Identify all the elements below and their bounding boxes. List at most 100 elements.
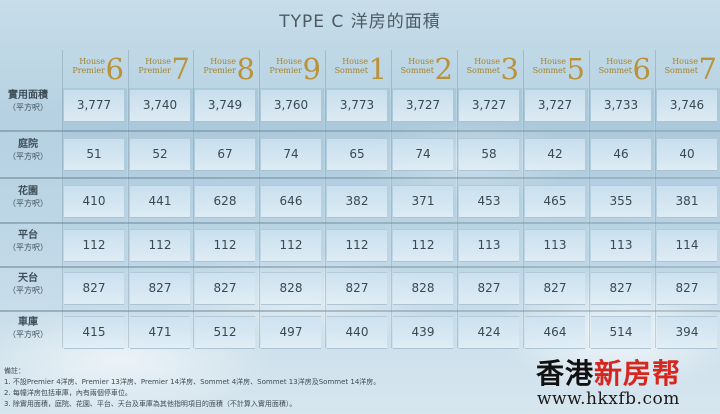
area-cell: 382 <box>327 185 387 218</box>
row-label-name: 花園 <box>18 186 38 197</box>
area-cell: 46 <box>591 138 651 171</box>
area-cell: 112 <box>195 229 255 262</box>
area-cell: 42 <box>525 138 585 171</box>
row-separator <box>0 222 720 224</box>
area-cell: 112 <box>261 229 321 262</box>
area-cell: 827 <box>459 272 519 305</box>
house-header-3: House Premier 8 <box>193 50 258 88</box>
column-background <box>325 88 390 348</box>
notes: 備註： 1. 不設Premier 4洋房、Premier 13洋房、Premie… <box>4 366 380 410</box>
area-cell: 827 <box>195 272 255 305</box>
area-cell: 113 <box>459 229 519 262</box>
house-name-line1: House <box>342 57 368 66</box>
house-number: 6 <box>105 52 124 86</box>
area-cell: 3,727 <box>525 89 585 122</box>
area-cell: 3,727 <box>459 89 519 122</box>
house-name-line2: Sommet <box>466 66 500 75</box>
column-background <box>259 88 324 348</box>
house-name-line2: Premier <box>138 66 171 75</box>
row-label: 花園 （平方呎） <box>5 186 51 209</box>
house-name-line1: House <box>408 57 434 66</box>
area-cell: 646 <box>261 185 321 218</box>
area-cell: 3,760 <box>261 89 321 122</box>
area-cell: 74 <box>261 138 321 171</box>
notes-heading: 備註： <box>4 367 25 375</box>
area-cell: 441 <box>130 185 190 218</box>
row-separator <box>0 177 720 179</box>
house-name-line2: Premier <box>203 66 236 75</box>
house-name: House Sommet <box>335 57 368 75</box>
page-title: TYPE C 洋房的面積 <box>279 12 441 32</box>
watermark-brand-part2: 新房帮 <box>594 357 682 390</box>
house-name: House Premier <box>138 57 171 75</box>
area-cell: 514 <box>591 316 651 349</box>
row-label-unit: （平方呎） <box>8 199 48 208</box>
row-label-unit: （平方呎） <box>8 243 48 252</box>
area-cell: 67 <box>195 138 255 171</box>
column-background <box>193 88 258 348</box>
house-name-line1: House <box>210 57 236 66</box>
area-cell: 453 <box>459 185 519 218</box>
house-header-9: House Sommet 6 <box>589 50 654 88</box>
note-line-1: 1. 不設Premier 4洋房、Premier 13洋房、Premier 14… <box>4 378 381 386</box>
house-number: 5 <box>566 52 585 86</box>
area-cell: 65 <box>327 138 387 171</box>
row-separator <box>0 310 720 312</box>
area-cell: 113 <box>591 229 651 262</box>
house-name-line1: House <box>672 57 698 66</box>
area-cell: 3,740 <box>130 89 190 122</box>
area-cell: 58 <box>459 138 519 171</box>
house-name: House Premier <box>269 57 302 75</box>
note-line-2: 2. 每幢洋房包括車庫，內有兩個停車位。 <box>4 389 132 397</box>
house-name: House Sommet <box>467 57 500 75</box>
row-label-unit: （平方呎） <box>8 330 48 339</box>
area-cell: 827 <box>525 272 585 305</box>
row-label-name: 實用面積 <box>8 90 48 101</box>
house-name-line2: Sommet <box>400 66 434 75</box>
area-cell: 3,727 <box>393 89 453 122</box>
column-background <box>589 88 654 348</box>
house-header-7: House Sommet 3 <box>457 50 522 88</box>
area-cell: 828 <box>261 272 321 305</box>
house-number: 9 <box>302 52 321 86</box>
house-name-line1: House <box>474 57 500 66</box>
house-name-line1: House <box>606 57 632 66</box>
house-name: House Premier <box>203 57 236 75</box>
house-name: House Sommet <box>401 57 434 75</box>
column-background <box>128 88 193 348</box>
house-name: House Sommet <box>533 57 566 75</box>
area-cell: 112 <box>130 229 190 262</box>
house-name-line2: Sommet <box>664 66 698 75</box>
house-name-line1: House <box>145 57 171 66</box>
row-label: 平台 （平方呎） <box>5 230 51 253</box>
area-cell: 112 <box>64 229 124 262</box>
house-header-8: House Sommet 5 <box>523 50 588 88</box>
house-number: 2 <box>434 52 453 86</box>
area-cell: 464 <box>525 316 585 349</box>
area-cell: 51 <box>64 138 124 171</box>
area-cell: 3,777 <box>64 89 124 122</box>
house-name-line2: Sommet <box>334 66 368 75</box>
area-cell: 827 <box>657 272 717 305</box>
house-name-line2: Premier <box>72 66 105 75</box>
area-cell: 112 <box>393 229 453 262</box>
column-background <box>457 88 522 348</box>
area-cell: 3,746 <box>657 89 717 122</box>
house-name: House Sommet <box>665 57 698 75</box>
house-number: 7 <box>698 52 717 86</box>
house-header-1: House Premier 6 <box>62 50 127 88</box>
column-background <box>655 88 720 348</box>
area-cell: 410 <box>64 185 124 218</box>
area-cell: 112 <box>327 229 387 262</box>
row-label: 車庫 （平方呎） <box>5 317 51 340</box>
area-cell: 828 <box>393 272 453 305</box>
area-cell: 497 <box>261 316 321 349</box>
area-cell: 827 <box>327 272 387 305</box>
area-cell: 355 <box>591 185 651 218</box>
area-cell: 439 <box>393 316 453 349</box>
watermark-brand-part1: 香港 <box>536 357 595 390</box>
area-cell: 465 <box>525 185 585 218</box>
row-separator <box>0 130 720 132</box>
area-cell: 827 <box>591 272 651 305</box>
house-name-line2: Sommet <box>532 66 566 75</box>
